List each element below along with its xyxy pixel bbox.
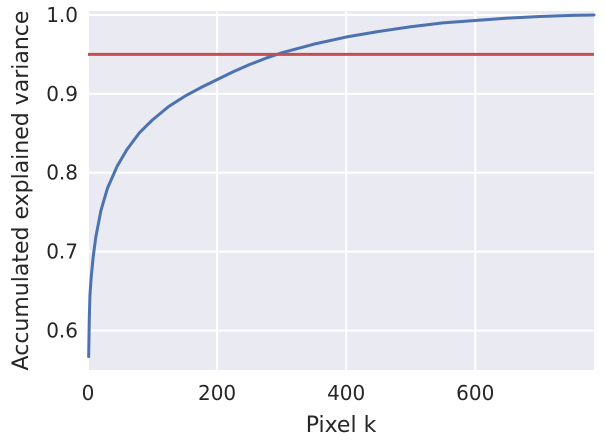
x-tick-label: 0 (82, 381, 95, 405)
y-tick-label: 0.8 (46, 161, 78, 185)
grid-lines (87, 11, 594, 370)
variance-curve (87, 13, 596, 359)
y-axis-label: Accumulated explained variance (9, 11, 34, 371)
y-tick-label: 0.6 (46, 319, 78, 343)
x-axis-label: Pixel k (306, 413, 377, 438)
y-tick-label: 1.0 (46, 3, 78, 27)
x-tick-label: 400 (327, 381, 365, 405)
y-tick-labels: 0.6 0.7 0.8 0.9 1.0 (46, 3, 78, 343)
y-tick-label: 0.9 (46, 82, 78, 106)
y-tick-label: 0.7 (46, 240, 78, 264)
plot-background (88, 11, 594, 370)
data-series (87, 13, 596, 359)
x-tick-label: 200 (198, 381, 236, 405)
x-tick-labels: 0 200 400 600 (82, 381, 495, 405)
x-tick-label: 600 (456, 381, 494, 405)
